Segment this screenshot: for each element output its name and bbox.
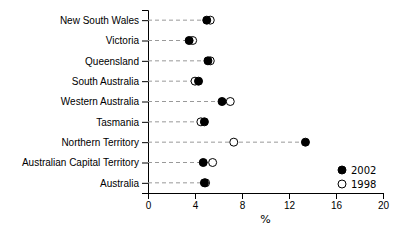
axis-domain (142, 11, 149, 194)
leader-line (148, 182, 206, 183)
y-tick-line (142, 41, 148, 42)
dot (301, 138, 309, 146)
dot (200, 179, 208, 187)
x-tick-label: 8 (240, 200, 246, 211)
legend-label: 1998 (351, 179, 376, 190)
leader-line (148, 60, 210, 61)
dot (230, 138, 238, 146)
x-tick-label: 12 (284, 200, 296, 211)
y-tick-label: Tasmania (96, 117, 139, 128)
legend-label: 2002 (351, 165, 376, 176)
dot (203, 16, 211, 24)
y-tick-line (142, 122, 148, 123)
x-tick-label: 16 (331, 200, 343, 211)
dot (209, 159, 217, 167)
y-tick-line (142, 81, 148, 82)
y-tick-label: Victoria (106, 35, 140, 46)
y-tick: Australia (100, 178, 148, 189)
dot (226, 98, 234, 106)
y-tick-line (142, 20, 148, 21)
y-tick-label: Australian Capital Territory (22, 157, 139, 168)
y-tick: Western Australia (61, 96, 148, 107)
dot (185, 37, 193, 45)
dot (218, 98, 226, 106)
y-tick: Australian Capital Territory (22, 157, 148, 168)
y-tick-label: New South Wales (60, 15, 139, 26)
chart: 0 4 8 12 16 20 New South Wales Victoria Queensla… (0, 0, 397, 227)
x-tick: 8 (240, 193, 246, 211)
series (189, 16, 238, 187)
y-tick-line (142, 142, 148, 143)
x-tick-line (195, 193, 196, 199)
y-tick: Tasmania (96, 117, 148, 128)
y-tick-label: Western Australia (61, 96, 140, 107)
y-tick-label: Northern Territory (61, 137, 139, 148)
x-tick: 4 (193, 193, 199, 211)
x-tick: 16 (331, 193, 343, 211)
y-tick-label: South Australia (72, 76, 140, 87)
x-tick: 0 (146, 193, 152, 211)
x-axis: 0 4 8 12 16 20 (146, 193, 390, 211)
x-tick: 20 (378, 193, 390, 211)
y-tick-line (142, 163, 148, 164)
legend-swatch (338, 166, 346, 174)
y-tick: New South Wales (60, 15, 148, 26)
dot (195, 77, 203, 85)
x-tick-label: 4 (193, 200, 199, 211)
x-tick-label: 0 (146, 200, 152, 211)
y-tick: Northern Territory (61, 137, 148, 148)
x-tick-line (383, 193, 384, 199)
dot (200, 118, 208, 126)
dot (204, 57, 212, 65)
x-tick-line (336, 193, 337, 199)
y-tick: Victoria (106, 35, 148, 46)
leader-line (148, 20, 210, 21)
y-tick-label: Australia (100, 178, 139, 189)
dot (199, 159, 207, 167)
x-tick-line (289, 193, 290, 199)
leader-line (148, 142, 305, 143)
marks (148, 16, 309, 187)
x-tick: 12 (284, 193, 296, 211)
y-tick-line (142, 183, 148, 184)
y-axis: New South Wales Victoria Queensland South A… (22, 11, 149, 194)
series (185, 16, 309, 187)
legend-swatch (338, 180, 346, 188)
legend: 2002 1998 (338, 165, 376, 190)
legend-item: 1998 (338, 179, 376, 190)
legend-item: 2002 (338, 165, 376, 176)
x-axis-title: % (260, 213, 270, 226)
x-tick-label: 20 (378, 200, 390, 211)
y-tick-line (142, 102, 148, 103)
plot: 0 4 8 12 16 20 New South Wales Victoria Queensla… (22, 11, 390, 227)
axis-domain (149, 194, 384, 200)
y-tick-label: Queensland (85, 56, 139, 67)
y-tick: Queensland (85, 56, 148, 67)
leader-line (148, 121, 204, 122)
y-tick: South Australia (72, 76, 148, 87)
y-tick-line (142, 61, 148, 62)
x-tick-line (242, 193, 243, 199)
